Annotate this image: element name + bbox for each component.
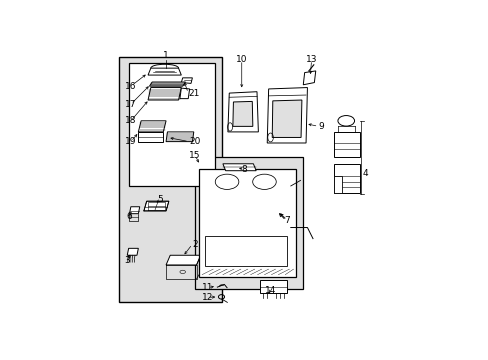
Polygon shape (127, 248, 138, 255)
Text: 2: 2 (192, 240, 198, 249)
Polygon shape (129, 207, 140, 214)
Bar (128, 63, 214, 186)
Polygon shape (227, 92, 258, 132)
Bar (333, 176, 341, 193)
Polygon shape (166, 255, 200, 265)
Text: 20: 20 (189, 137, 200, 146)
Polygon shape (149, 82, 185, 86)
Text: 7: 7 (284, 216, 289, 225)
Bar (119, 57, 221, 302)
Text: 18: 18 (125, 116, 136, 125)
Bar (204, 236, 286, 266)
Polygon shape (260, 280, 286, 293)
Text: 9: 9 (318, 122, 324, 131)
Text: 1: 1 (163, 51, 168, 60)
Text: 11: 11 (202, 283, 213, 292)
Text: 13: 13 (305, 55, 317, 64)
Text: 14: 14 (264, 286, 276, 295)
Text: 6: 6 (126, 212, 132, 221)
Polygon shape (272, 100, 301, 138)
Text: 10: 10 (236, 55, 247, 64)
Text: 8: 8 (241, 165, 247, 174)
Text: 17: 17 (125, 100, 136, 109)
Text: 21: 21 (188, 89, 199, 98)
Polygon shape (180, 88, 189, 99)
Text: 16: 16 (125, 82, 136, 91)
Polygon shape (181, 78, 192, 84)
Polygon shape (148, 68, 181, 75)
Polygon shape (138, 121, 166, 132)
Text: 12: 12 (202, 293, 213, 302)
Bar (195, 157, 303, 288)
Text: 19: 19 (125, 137, 136, 146)
Polygon shape (267, 87, 307, 143)
Polygon shape (143, 201, 168, 211)
Bar (333, 132, 359, 157)
Bar (333, 164, 359, 193)
Text: 4: 4 (362, 169, 367, 178)
Text: 5: 5 (157, 195, 163, 204)
Text: 3: 3 (124, 256, 130, 265)
Polygon shape (223, 164, 256, 171)
Polygon shape (166, 132, 193, 141)
Polygon shape (148, 87, 181, 100)
Polygon shape (303, 71, 315, 85)
Bar (199, 169, 296, 278)
Polygon shape (138, 132, 163, 141)
Text: 15: 15 (189, 151, 201, 160)
Polygon shape (232, 102, 252, 126)
